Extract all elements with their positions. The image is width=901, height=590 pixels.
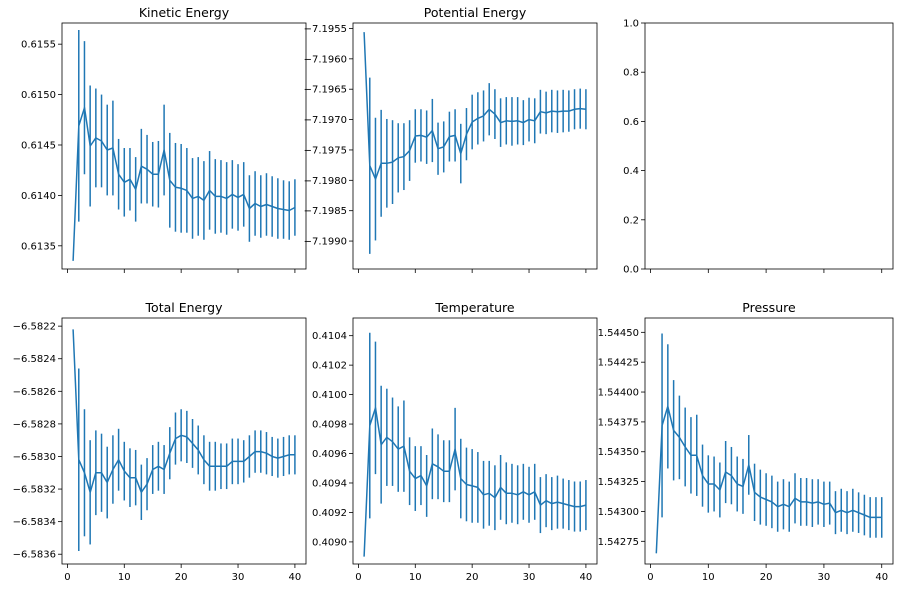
x-tick-label: 10 xyxy=(409,572,422,583)
y-tick-label: 0.2 xyxy=(623,215,639,226)
y-tick-label: −6.5832 xyxy=(13,485,56,496)
error-bars xyxy=(369,77,587,254)
y-tick-label: 0.6150 xyxy=(21,90,56,101)
subplot-1: Kinetic Energy 0.6135 0.6140 0.6145 0.6150 0.… xyxy=(21,5,307,273)
y-tick-label: 0.4 xyxy=(623,166,639,177)
subplot-title: Total Energy xyxy=(145,300,224,315)
y-tick-label: 1.0 xyxy=(623,19,639,30)
axes-frame xyxy=(352,317,598,565)
y-tick-label: 0.6135 xyxy=(21,241,56,252)
x-tick-label: 0 xyxy=(647,572,653,583)
subplot-3: 0.0 0.2 0.4 0.6 0.8 1.0 xyxy=(623,19,894,276)
subplot-title: Potential Energy xyxy=(424,5,527,20)
x-tick-label: 20 xyxy=(760,572,773,583)
series-line xyxy=(363,407,587,557)
subplot-title: Kinetic Energy xyxy=(139,5,230,20)
series-line xyxy=(72,106,296,261)
y-tick-label: −7.1975 xyxy=(304,145,347,156)
x-tick-label: 20 xyxy=(466,572,479,583)
error-bars xyxy=(78,368,296,551)
x-tick-label: 30 xyxy=(523,572,536,583)
y-tick-label: −7.1970 xyxy=(304,115,347,126)
y-tick-label: 0.4098 xyxy=(312,420,347,431)
y-tick-label: 0.6 xyxy=(623,117,639,128)
x-tick-label: 0 xyxy=(355,572,361,583)
y-tick-label: −6.5824 xyxy=(13,354,56,365)
y-tick-label: −6.5826 xyxy=(13,387,56,398)
y-tick-label: 0.4102 xyxy=(312,361,347,372)
x-tick-label: 40 xyxy=(289,572,302,583)
y-tick-label: 0.0 xyxy=(623,265,639,276)
x-tick-label: 40 xyxy=(875,572,888,583)
y-tick-label: −6.5830 xyxy=(13,452,56,463)
y-tick-label: 0.4096 xyxy=(312,449,347,460)
x-tick-label: 10 xyxy=(118,572,131,583)
y-tick-label: 0.6155 xyxy=(21,40,56,51)
y-tick-label: 0.6145 xyxy=(21,140,56,151)
y-tick-label: −7.1960 xyxy=(304,54,347,65)
y-tick-label: −7.1955 xyxy=(304,24,347,35)
y-tick-label: −6.5836 xyxy=(13,550,56,561)
y-tick-label: −7.1965 xyxy=(304,85,347,96)
axes-frame xyxy=(352,22,598,270)
series-line xyxy=(655,405,882,554)
subplot-title: Temperature xyxy=(434,300,514,315)
y-tick-label: 0.6140 xyxy=(21,191,56,202)
series-line xyxy=(363,32,586,180)
y-tick-label: 1.54350 xyxy=(598,447,639,458)
axes-frame xyxy=(61,22,307,270)
y-tick-label: 1.54375 xyxy=(598,417,639,428)
y-tick-label: 0.4094 xyxy=(312,478,347,489)
x-tick-label: 20 xyxy=(175,572,188,583)
y-tick-label: 1.54325 xyxy=(598,477,639,488)
y-tick-label: 0.4100 xyxy=(312,390,347,401)
y-tick-label: 0.4104 xyxy=(312,331,347,342)
y-tick-label: 1.54425 xyxy=(598,358,639,369)
y-tick-label: 1.54400 xyxy=(598,388,639,399)
subplot-5: Temperature 0.4090 0.4092 0.4094 0.4096 0.409… xyxy=(312,300,598,583)
error-bars xyxy=(661,333,883,538)
y-tick-label: −7.1980 xyxy=(304,176,347,187)
x-tick-label: 30 xyxy=(818,572,831,583)
y-tick-label: 1.54450 xyxy=(598,328,639,339)
y-tick-label: 0.4092 xyxy=(312,508,347,519)
error-bars xyxy=(78,30,296,242)
axes-frame xyxy=(61,317,307,565)
series-line xyxy=(72,329,295,494)
y-tick-label: −6.5828 xyxy=(13,419,56,430)
y-tick-label: 1.54275 xyxy=(598,537,639,548)
y-tick-label: 0.8 xyxy=(623,68,639,79)
y-tick-label: 0.4090 xyxy=(312,537,347,548)
subplot-title: Pressure xyxy=(742,300,796,315)
x-tick-label: 0 xyxy=(64,572,70,583)
subplot-6: Pressure 1.54275 1.54300 1.54325 1.54350 1.54… xyxy=(598,300,894,583)
y-tick-label: −6.5822 xyxy=(13,322,56,333)
y-tick-label: −6.5834 xyxy=(13,517,56,528)
axes-frame xyxy=(644,22,894,270)
y-tick-label: 1.54300 xyxy=(598,507,639,518)
x-tick-label: 30 xyxy=(232,572,245,583)
x-tick-label: 40 xyxy=(580,572,593,583)
axes-frame xyxy=(644,317,894,565)
subplot-2: Potential Energy −7.1990 −7.1985 −7.1980 −7.… xyxy=(304,5,598,273)
subplot-4: Total Energy −6.5836 −6.5834 −6.5832 −6.5830… xyxy=(13,300,307,583)
y-tick-label: −7.1990 xyxy=(304,237,347,248)
x-tick-label: 10 xyxy=(702,572,715,583)
y-tick-label: −7.1985 xyxy=(304,206,347,217)
